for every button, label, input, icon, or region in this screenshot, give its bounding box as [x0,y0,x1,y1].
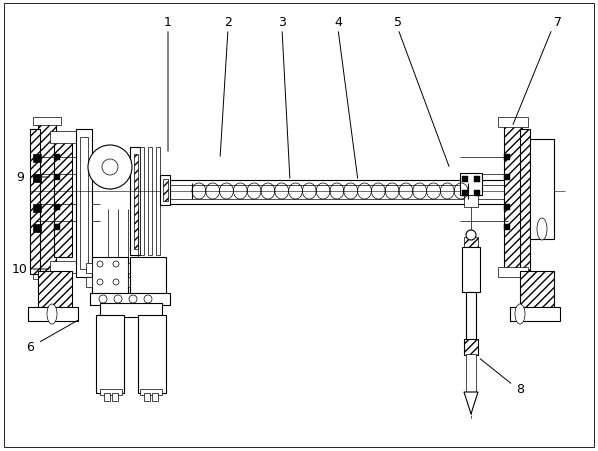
Bar [138,315,166,393]
Text: 10: 10 [12,263,28,276]
Bar [80,138,88,269]
Bar [128,277,134,287]
Circle shape [97,262,103,267]
Circle shape [97,279,103,285]
Bar [50,262,76,273]
Bar [54,205,60,211]
Polygon shape [464,392,478,414]
Bar [54,140,72,258]
Bar [504,205,510,211]
Bar [33,205,41,212]
Circle shape [99,295,107,304]
Bar [38,120,56,274]
Bar [510,307,560,321]
Bar [474,177,480,183]
Bar [128,263,134,273]
Bar [104,393,110,401]
Bar [504,175,510,180]
Bar [86,263,92,273]
Bar [54,175,60,180]
Bar [504,120,522,274]
Bar [100,304,162,318]
Bar [156,147,160,255]
Bar [134,155,138,249]
Bar [466,354,476,392]
Bar [33,175,41,183]
Bar [54,225,60,230]
Circle shape [102,160,118,175]
Bar [462,191,468,197]
Bar [462,248,480,292]
Bar [54,155,60,161]
Bar [504,225,510,230]
Bar [30,130,40,274]
Text: 3: 3 [278,15,286,28]
Bar [28,307,78,321]
Ellipse shape [47,304,57,324]
Bar [160,175,170,206]
Circle shape [144,295,152,304]
Text: 1: 1 [164,15,172,28]
Bar [38,272,72,309]
Bar [96,315,124,393]
Circle shape [113,262,119,267]
Circle shape [466,230,476,240]
Bar [33,225,41,232]
Bar [144,393,150,401]
Text: 4: 4 [334,15,342,28]
Bar [148,147,152,255]
Bar [498,267,528,277]
Text: 6: 6 [26,341,34,354]
Circle shape [114,295,122,304]
Bar [92,258,128,295]
Text: 2: 2 [224,15,232,28]
Circle shape [88,146,132,189]
Bar [520,130,530,274]
Ellipse shape [515,304,525,324]
Bar [504,155,510,161]
Bar [140,389,162,395]
Bar [498,118,528,128]
Bar [33,272,61,279]
Bar [33,118,61,126]
Bar [86,277,92,287]
Bar [33,155,41,163]
Bar [520,272,554,309]
Bar [100,389,122,395]
Bar [90,293,170,305]
Text: 5: 5 [394,15,402,28]
Bar [76,130,92,277]
Bar [50,132,76,144]
Bar [130,258,166,295]
Ellipse shape [537,219,547,240]
Bar [464,196,478,207]
Bar [464,339,478,355]
Circle shape [129,295,137,304]
Bar [140,147,144,255]
Bar [460,174,482,196]
Bar [474,191,480,197]
Text: 9: 9 [16,171,24,184]
Bar [130,147,140,255]
Bar [152,393,158,401]
Bar [462,177,468,183]
Text: 7: 7 [554,15,562,28]
Circle shape [113,279,119,285]
Text: 8: 8 [516,382,524,396]
Bar [112,393,118,401]
Bar [466,292,476,342]
Bar [464,238,478,248]
Bar [163,179,168,202]
Bar [530,140,554,239]
